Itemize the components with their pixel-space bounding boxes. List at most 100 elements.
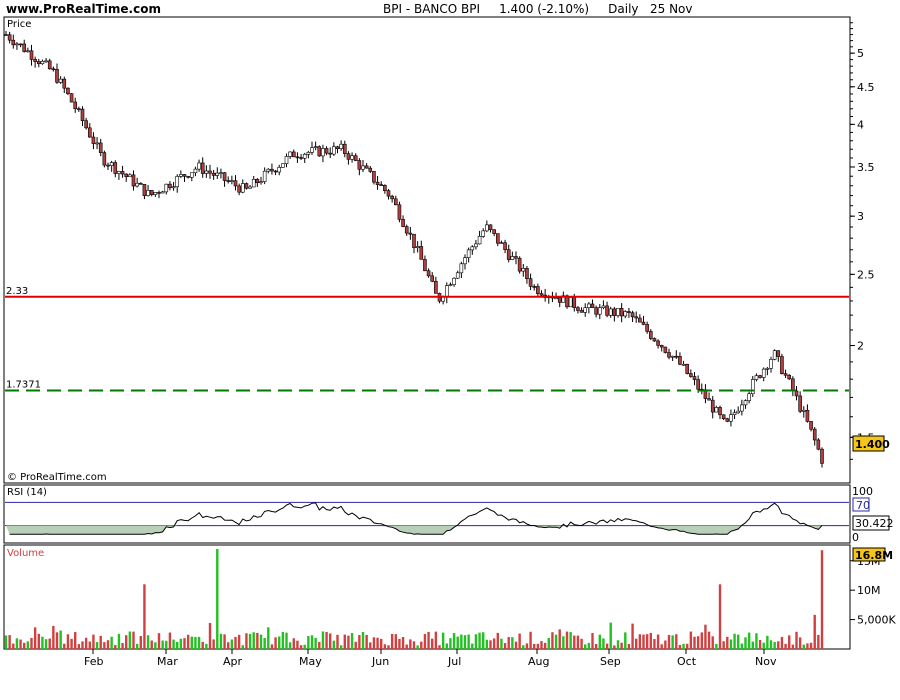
- volume-bar: [376, 637, 379, 649]
- volume-bar: [259, 634, 263, 649]
- volume-bar: [4, 635, 8, 649]
- candle-body: [506, 249, 511, 260]
- volume-bar: [263, 638, 266, 649]
- candle-body: [630, 312, 635, 318]
- volume-bar: [478, 632, 481, 649]
- candle-body: [714, 407, 719, 413]
- candle-body: [532, 286, 537, 288]
- site-name[interactable]: www.ProRealTime.com: [6, 2, 161, 16]
- copyright: © ProRealTime.com: [7, 472, 107, 483]
- candle-body: [616, 308, 620, 316]
- volume-bar: [798, 637, 802, 649]
- volume-bar: [733, 633, 736, 649]
- volume-bar: [401, 637, 405, 649]
- candle-body: [634, 316, 639, 319]
- candle-body: [335, 146, 340, 149]
- volume-bar: [121, 642, 124, 649]
- candle-series: [4, 31, 824, 468]
- volume-bar: [288, 642, 292, 649]
- candle-body: [368, 167, 373, 172]
- volume-bar: [755, 633, 758, 649]
- volume-bar: [310, 635, 314, 649]
- candle-body: [503, 242, 507, 250]
- month-tick-label: Jul: [447, 655, 461, 668]
- candle-body: [452, 277, 456, 286]
- volume-bar: [135, 643, 139, 649]
- candle-body: [805, 409, 810, 422]
- volume-bar: [718, 584, 722, 649]
- volume-bar: [533, 643, 536, 649]
- candle-body: [740, 404, 744, 412]
- price-panel[interactable]: [3, 16, 851, 484]
- candle-body: [674, 355, 679, 358]
- candle-body: [215, 172, 220, 176]
- volume-bar: [380, 638, 383, 649]
- last-price-value: 1.400: [855, 438, 890, 451]
- volume-bar: [726, 636, 729, 649]
- volume-bar: [157, 633, 161, 649]
- candle-body: [725, 418, 730, 422]
- candle-body: [375, 181, 380, 185]
- month-tick-label: Feb: [84, 655, 103, 668]
- candle-body: [164, 183, 169, 193]
- candle-body: [667, 352, 671, 358]
- volume-bar: [372, 637, 376, 649]
- volume-bar: [81, 641, 84, 649]
- volume-bar: [587, 642, 591, 649]
- volume-bar: [303, 644, 306, 649]
- price-tick-label: 3.5: [857, 161, 875, 174]
- candle-body: [776, 350, 781, 357]
- volume-bar: [405, 644, 408, 649]
- volume-bar: [237, 634, 241, 649]
- volume-bar: [503, 643, 507, 649]
- candle-body: [412, 233, 416, 248]
- volume-bar: [507, 637, 510, 649]
- candle-body: [608, 308, 613, 316]
- candle-body: [7, 34, 12, 41]
- price-tick-label: 3: [857, 210, 864, 223]
- volume-bar: [540, 641, 543, 649]
- volume-bar: [489, 640, 492, 649]
- candle-body: [689, 373, 693, 377]
- volume-bar: [194, 636, 197, 649]
- volume-bar: [420, 641, 423, 649]
- volume-bar: [201, 641, 204, 649]
- candle-body: [124, 173, 129, 178]
- candle-body: [295, 156, 300, 159]
- candle-body: [18, 43, 23, 46]
- volume-bar: [143, 584, 146, 649]
- candle-body: [262, 170, 267, 182]
- volume-bar: [321, 631, 325, 649]
- candle-body: [11, 39, 16, 46]
- candle-body: [324, 148, 329, 154]
- volume-bar: [675, 634, 678, 649]
- candle-body: [339, 143, 343, 149]
- candle-body: [594, 307, 598, 315]
- volume-bar: [598, 634, 601, 649]
- volume-bar: [186, 634, 190, 649]
- candle-body: [259, 181, 263, 184]
- candle-body: [495, 233, 500, 244]
- candle-body: [255, 178, 260, 184]
- month-axis: Feb Mar Apr May Jun Jul Aug Sep Oct Nov: [84, 649, 777, 668]
- candle-body: [44, 60, 48, 63]
- volume-tick-label: 5,000K: [857, 614, 896, 627]
- candle-body: [128, 174, 132, 178]
- volume-bar: [529, 631, 532, 649]
- volume-bar: [358, 635, 361, 649]
- volume-bar: [609, 622, 612, 649]
- volume-bar: [314, 637, 317, 649]
- rsi-current-value: 30.422: [855, 517, 894, 530]
- candle-body: [401, 219, 405, 227]
- volume-bar: [492, 638, 496, 649]
- candle-body: [87, 127, 92, 138]
- candle-body: [40, 61, 45, 65]
- volume-bar: [183, 638, 186, 649]
- candle-body: [193, 168, 198, 174]
- price-tick-label: 2.5: [857, 268, 875, 281]
- volume-bar: [806, 643, 809, 649]
- candle-body: [211, 172, 216, 176]
- candle-body: [645, 324, 649, 332]
- volume-bar: [23, 642, 26, 649]
- candle-body: [590, 303, 595, 308]
